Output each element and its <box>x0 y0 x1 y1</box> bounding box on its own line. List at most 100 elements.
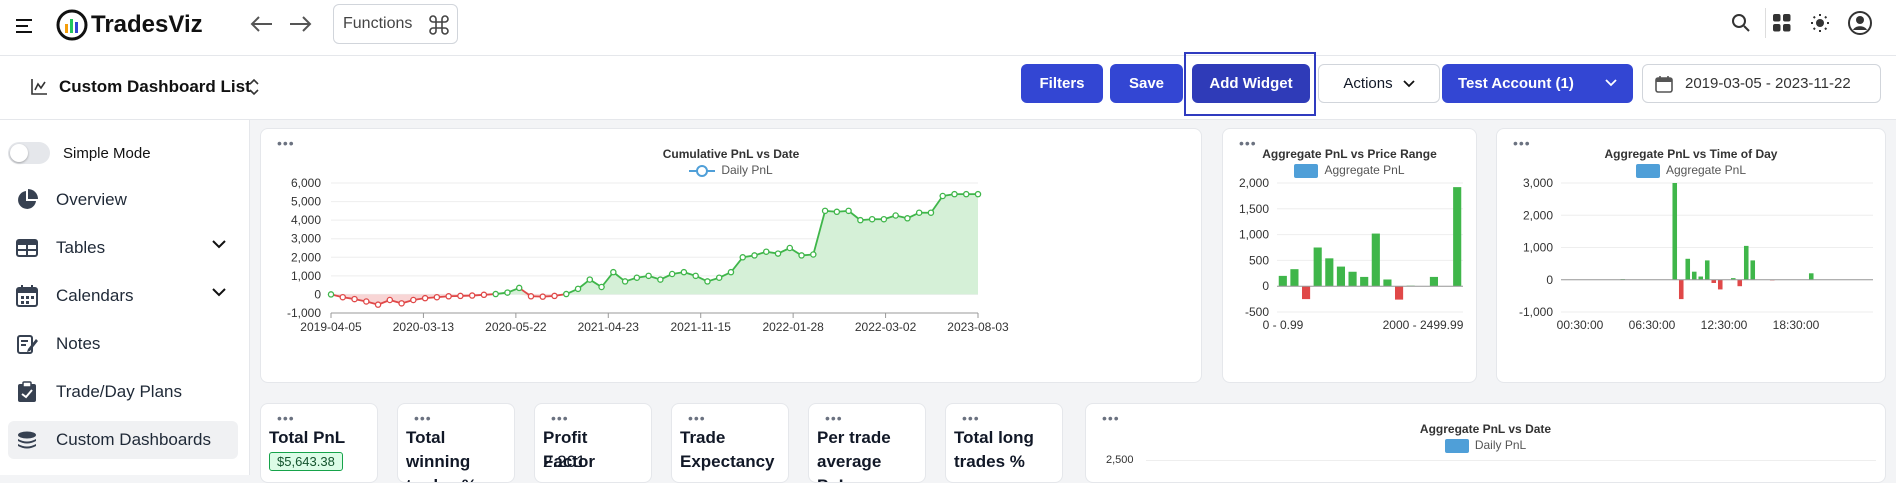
add-widget-button[interactable]: Add Widget <box>1192 64 1310 103</box>
search-icon[interactable] <box>1731 13 1751 38</box>
account-selector[interactable]: Test Account (1) <box>1442 64 1633 103</box>
dashboard-canvas: ••• Cumulative PnL vs Date Daily PnL 6,0… <box>250 120 1896 475</box>
stat-card-winning-trades: ••• Total winning trades % <box>397 403 515 483</box>
sidebar-item-tables[interactable]: Tables <box>8 229 238 267</box>
data-point <box>705 279 710 284</box>
select-chevrons-icon[interactable] <box>248 77 260 102</box>
widget-menu-dots-icon[interactable]: ••• <box>825 410 843 426</box>
forward-arrow-icon[interactable] <box>288 14 314 39</box>
date-range-picker[interactable]: 2019-03-05 - 2023-11-22 <box>1642 64 1881 103</box>
data-point <box>693 273 698 278</box>
bar <box>1679 280 1684 299</box>
command-key-icon <box>429 15 449 40</box>
y-tick-label: 500 <box>1249 253 1269 267</box>
data-point <box>411 297 416 302</box>
tradesviz-logo-icon[interactable] <box>56 9 88 46</box>
data-point <box>364 299 369 304</box>
sidebar-item-custom-dashboards[interactable]: Custom Dashboards <box>8 421 238 459</box>
data-point <box>517 285 522 290</box>
y-tick-label: -1,000 <box>1519 305 1553 319</box>
y-tick-label: 2,500 <box>1106 454 1134 466</box>
sidebar-item-label: Notes <box>56 334 100 354</box>
sidebar-item-label: Overview <box>56 190 127 210</box>
widget-menu-dots-icon[interactable]: ••• <box>962 410 980 426</box>
data-point <box>423 296 428 301</box>
x-tick-label: 2021-04-23 <box>578 320 640 334</box>
bar <box>1705 260 1710 279</box>
data-point <box>870 217 875 222</box>
chevron-down-icon[interactable] <box>212 239 226 249</box>
sidebar-item-label: Custom Dashboards <box>56 430 211 450</box>
data-point <box>728 270 733 275</box>
bar <box>1744 246 1749 280</box>
gridline <box>1146 460 1876 461</box>
save-button[interactable]: Save <box>1110 64 1183 103</box>
x-tick-label: 2019-04-05 <box>300 320 362 334</box>
x-tick-label: 0 - 0.99 <box>1263 318 1304 332</box>
data-point <box>387 297 392 302</box>
sidebar-item-trade-day-plans[interactable]: Trade/Day Plans <box>8 373 238 411</box>
data-point <box>646 273 651 278</box>
y-tick-label: 1,000 <box>291 269 321 283</box>
bar <box>1692 272 1697 280</box>
data-point <box>552 293 557 298</box>
widget-menu-dots-icon[interactable]: ••• <box>277 410 295 426</box>
dashboard-list-dropdown[interactable]: Custom Dashboard List <box>59 77 251 97</box>
chevron-down-icon[interactable] <box>212 287 226 297</box>
theme-sun-icon[interactable] <box>1810 13 1830 38</box>
bar <box>1360 277 1368 286</box>
x-tick-label: 2000 - 2499.99 <box>1383 318 1464 332</box>
functions-search-button[interactable]: Functions <box>333 4 458 44</box>
bar <box>1672 183 1677 280</box>
x-tick-label: 2020-03-13 <box>393 320 455 334</box>
y-tick-label: 0 <box>1262 279 1269 293</box>
dashboard-toolbar: Custom Dashboard List Filters Save Add W… <box>0 56 1896 120</box>
chart-line-icon <box>30 78 48 101</box>
stat-card-per-trade-average: ••• Per trade average PnL <box>808 403 926 483</box>
widget-menu-dots-icon[interactable]: ••• <box>688 410 706 426</box>
filters-button[interactable]: Filters <box>1021 64 1103 103</box>
stat-title: Trade Expectancy <box>680 426 780 474</box>
x-tick-label: 06:30:00 <box>1629 318 1676 332</box>
bar <box>1809 273 1814 279</box>
simple-mode-label: Simple Mode <box>63 145 151 162</box>
legend-label: Daily PnL <box>1475 438 1526 452</box>
negative-area <box>331 294 978 304</box>
bar <box>1337 267 1345 287</box>
data-point <box>858 218 863 223</box>
sidebar-item-notes[interactable]: Notes <box>8 325 238 363</box>
legend-swatch <box>1445 439 1469 453</box>
user-avatar-icon[interactable] <box>1848 11 1872 40</box>
data-point <box>564 291 569 296</box>
actions-dropdown[interactable]: Actions <box>1318 64 1440 103</box>
data-point <box>917 210 922 215</box>
widget-menu-dots-icon[interactable]: ••• <box>551 410 569 426</box>
stat-card-trade-expectancy: ••• Trade Expectancy <box>671 403 789 483</box>
chevron-down-icon <box>1403 80 1415 88</box>
y-tick-label: 6,000 <box>291 176 321 190</box>
data-point <box>611 270 616 275</box>
back-arrow-icon[interactable] <box>248 14 274 39</box>
data-point <box>740 255 745 260</box>
simple-mode-toggle[interactable] <box>8 142 50 164</box>
sidebar-item-overview[interactable]: Overview <box>8 181 238 219</box>
stack-icon <box>14 429 40 451</box>
apps-grid-icon[interactable] <box>1772 13 1792 38</box>
hamburger-menu-icon[interactable] <box>16 18 34 39</box>
bar <box>1718 280 1723 290</box>
data-point <box>834 209 839 214</box>
bar <box>1279 276 1287 286</box>
sidebar-item-calendars[interactable]: Calendars <box>8 277 238 315</box>
y-tick-label: 3,000 <box>291 232 321 246</box>
data-point <box>752 253 757 258</box>
x-tick-label: 2023-08-03 <box>947 320 1009 334</box>
notes-icon <box>14 333 40 355</box>
data-point <box>928 210 933 215</box>
calendar-icon <box>1655 75 1673 93</box>
y-tick-label: 3,000 <box>1523 176 1553 190</box>
widget-menu-dots-icon[interactable]: ••• <box>414 410 432 426</box>
app-name[interactable]: TradesViz <box>91 11 203 39</box>
chart-legend[interactable]: Daily PnL <box>1086 438 1885 453</box>
y-tick-label: -500 <box>1245 305 1269 319</box>
